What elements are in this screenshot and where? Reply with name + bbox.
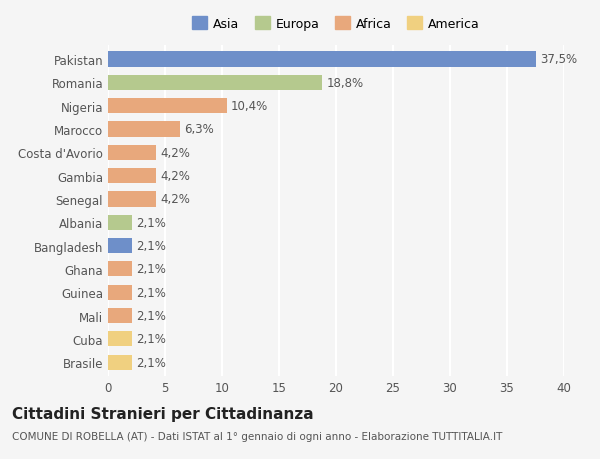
Text: 10,4%: 10,4% [231,100,268,113]
Bar [108,52,536,67]
Text: 37,5%: 37,5% [540,53,577,67]
Text: 4,2%: 4,2% [160,146,190,159]
Text: 2,1%: 2,1% [137,263,166,276]
Bar [108,168,156,184]
Text: 2,1%: 2,1% [137,309,166,322]
Bar [108,76,322,91]
Bar [108,262,132,277]
Text: 2,1%: 2,1% [137,240,166,252]
Bar [108,308,132,324]
Text: 4,2%: 4,2% [160,170,190,183]
Bar [108,122,180,137]
Bar [108,146,156,161]
Text: 4,2%: 4,2% [160,193,190,206]
Bar [108,331,132,347]
Text: 18,8%: 18,8% [327,77,364,90]
Text: Cittadini Stranieri per Cittadinanza: Cittadini Stranieri per Cittadinanza [12,406,314,421]
Text: 6,3%: 6,3% [184,123,214,136]
Text: 2,1%: 2,1% [137,216,166,229]
Bar [108,99,227,114]
Legend: Asia, Europa, Africa, America: Asia, Europa, Africa, America [188,13,484,34]
Text: 2,1%: 2,1% [137,356,166,369]
Text: COMUNE DI ROBELLA (AT) - Dati ISTAT al 1° gennaio di ogni anno - Elaborazione TU: COMUNE DI ROBELLA (AT) - Dati ISTAT al 1… [12,431,502,442]
Bar [108,355,132,370]
Bar [108,215,132,230]
Bar [108,239,132,254]
Bar [108,285,132,300]
Bar [108,192,156,207]
Text: 2,1%: 2,1% [137,286,166,299]
Text: 2,1%: 2,1% [137,333,166,346]
